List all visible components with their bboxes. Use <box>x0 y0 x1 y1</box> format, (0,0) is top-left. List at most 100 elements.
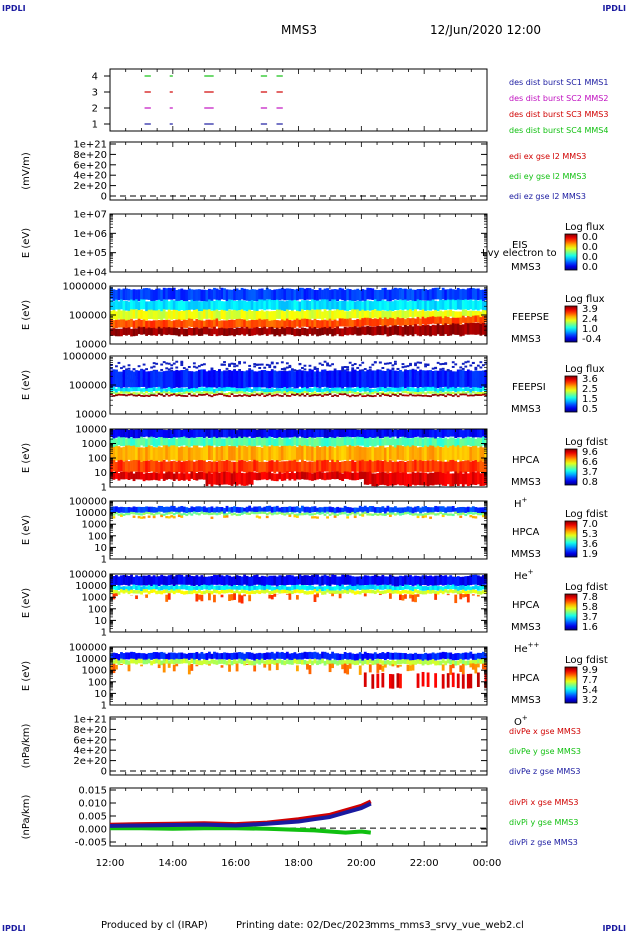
spectrogram-cell <box>185 387 189 392</box>
spectrogram-cell <box>424 300 427 311</box>
spectrogram-cell <box>434 310 438 318</box>
spectrogram-cell <box>301 505 304 512</box>
spectrogram-cell <box>218 460 221 473</box>
spectrogram-speck <box>283 367 287 370</box>
spectrogram-cell <box>439 461 443 473</box>
spectrogram-cell <box>152 584 156 590</box>
spectrogram-cell <box>127 445 131 460</box>
spectrogram-cell <box>175 289 179 302</box>
spectrogram-cell <box>444 386 448 391</box>
spectrogram-speck <box>167 362 171 365</box>
spectrogram-cell <box>356 370 360 389</box>
spectrogram-cell <box>115 328 118 337</box>
spectrogram-cell <box>346 394 350 397</box>
spectrogram-cell <box>275 659 279 665</box>
spectrogram-cell <box>165 585 169 591</box>
y-tick-label: 1000000 <box>62 282 107 293</box>
spectrogram-cell <box>243 507 247 514</box>
spectrogram-cell <box>396 665 400 668</box>
spectrogram-cell <box>351 507 355 514</box>
spacecraft-label: MMS3 <box>511 404 541 415</box>
spectrogram-cell <box>471 386 475 392</box>
spectrogram-cell <box>125 387 128 392</box>
spectrogram-cell <box>481 393 485 396</box>
spectrogram-cell <box>381 590 385 595</box>
spectrogram-cell <box>479 659 483 664</box>
spectrogram-cell <box>301 437 304 447</box>
spectrogram-cell <box>225 513 229 516</box>
spectrogram-cell <box>268 327 272 335</box>
spectrogram-cell <box>225 429 229 438</box>
spectrogram-cell <box>280 438 284 448</box>
spectrogram-cell <box>346 659 350 665</box>
spectrogram-cell <box>132 391 136 395</box>
spectrogram-cell <box>341 659 345 665</box>
spectrogram-cell <box>177 574 181 585</box>
spectrogram-cell <box>351 586 355 591</box>
spectrogram-cell <box>351 511 355 515</box>
spectrogram-cell <box>175 369 179 388</box>
spectrogram-cell <box>293 299 297 310</box>
spectrogram-cell <box>436 287 440 300</box>
spectrogram-cell <box>461 589 465 594</box>
spectrogram-cell <box>187 507 191 514</box>
spectrogram-cell <box>202 512 206 515</box>
spectrogram-cell <box>130 511 133 515</box>
spectrogram-cell <box>399 429 402 437</box>
spectrogram-cell <box>363 471 367 485</box>
spectrogram-cell <box>192 461 196 474</box>
spectrogram-cell <box>195 506 199 513</box>
spectrogram-cell <box>474 315 478 323</box>
spectrogram-cell <box>165 515 169 519</box>
spectrogram-cell <box>253 511 257 515</box>
spectrogram-cell <box>200 311 204 321</box>
spectrogram-cell <box>263 437 267 447</box>
spectrogram-cell <box>316 289 319 302</box>
spectrogram-cell <box>481 507 485 514</box>
spectrogram-cell <box>208 299 211 310</box>
spectrogram-cell <box>419 369 422 388</box>
spectrogram-speck <box>361 361 365 364</box>
spectrogram-cell <box>388 574 392 585</box>
spectrogram-cell <box>421 438 425 448</box>
y-tick-label: 3 <box>92 88 98 99</box>
spectrogram-cell <box>255 460 259 473</box>
spectrogram-cell <box>326 387 329 392</box>
spectrogram-cell <box>293 506 297 513</box>
spectrogram-cell <box>469 590 473 594</box>
spectrogram-cell <box>182 446 186 462</box>
spectrogram-cell <box>336 395 340 397</box>
spectrogram-cell <box>145 438 148 448</box>
spectrogram-cell <box>406 391 410 394</box>
spectrogram-cell <box>218 585 221 591</box>
spectrogram-cell <box>429 289 433 301</box>
legend-entry: divPe y gse MMS3 <box>509 747 581 756</box>
spectrogram-cell <box>399 325 402 336</box>
spectrogram-cell <box>371 395 375 398</box>
spectrogram-cell <box>481 461 485 474</box>
spectrogram-cell <box>406 575 410 586</box>
spectrogram-cell <box>381 672 385 688</box>
spectrogram-cell <box>353 395 357 397</box>
spectrogram-cell <box>376 325 380 335</box>
spectrogram-cell <box>167 506 171 513</box>
spectrogram-cell <box>235 288 239 301</box>
spectrogram-cell <box>213 429 216 439</box>
spectrogram-cell <box>479 394 483 396</box>
spectrogram-cell <box>378 289 382 302</box>
spectrogram-cell <box>434 660 438 666</box>
spectrogram-speck <box>471 361 475 364</box>
spectrogram-cell <box>331 507 334 513</box>
spectrogram-cell <box>454 589 458 593</box>
spectrogram-cell <box>112 459 116 472</box>
spectrogram-cell <box>177 586 181 591</box>
spectrogram-cell <box>449 429 453 437</box>
spectrogram-cell <box>180 515 184 518</box>
spectrogram-cell <box>220 301 224 311</box>
spectrogram-cell <box>476 591 480 595</box>
spectrogram-cell <box>167 394 171 397</box>
spectrogram-cell <box>142 516 146 519</box>
spectrogram-cell <box>278 652 282 660</box>
spectrogram-cell <box>182 653 186 661</box>
spectrogram-cell <box>200 511 204 514</box>
